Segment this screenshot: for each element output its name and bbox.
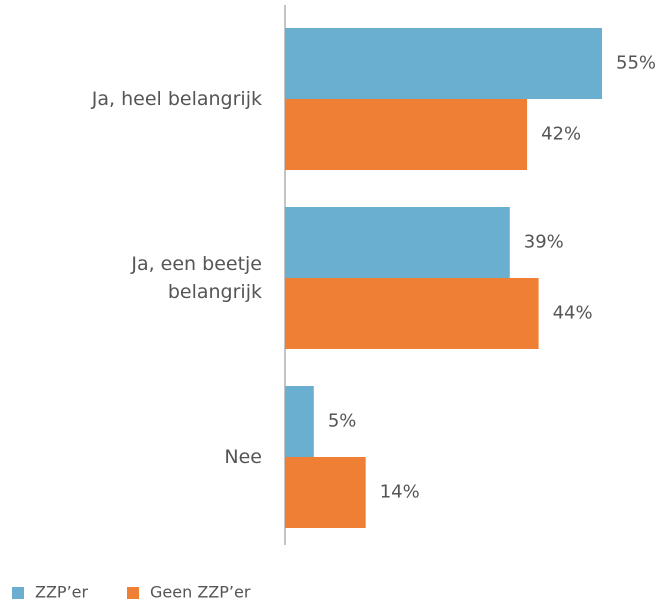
bar xyxy=(285,457,366,528)
category-label: Ja, heel belangrijk xyxy=(91,88,262,110)
legend-label: Geen ZZP’er xyxy=(150,583,251,602)
bar xyxy=(285,207,510,278)
bar xyxy=(285,28,602,99)
value-label: 14% xyxy=(380,482,420,503)
value-label: 42% xyxy=(541,124,581,145)
bar xyxy=(285,278,539,349)
category-label: Nee xyxy=(224,446,262,468)
value-label: 5% xyxy=(328,411,357,432)
value-label: 39% xyxy=(524,232,564,253)
legend-swatch xyxy=(127,587,139,599)
legend-label: ZZP’er xyxy=(35,583,89,602)
value-label: 55% xyxy=(616,53,656,74)
value-label: 44% xyxy=(553,303,593,324)
category-label: Ja, een beetje belangrijk xyxy=(131,253,262,303)
bar xyxy=(285,386,314,457)
bar xyxy=(285,99,528,170)
legend-swatch xyxy=(12,587,24,599)
